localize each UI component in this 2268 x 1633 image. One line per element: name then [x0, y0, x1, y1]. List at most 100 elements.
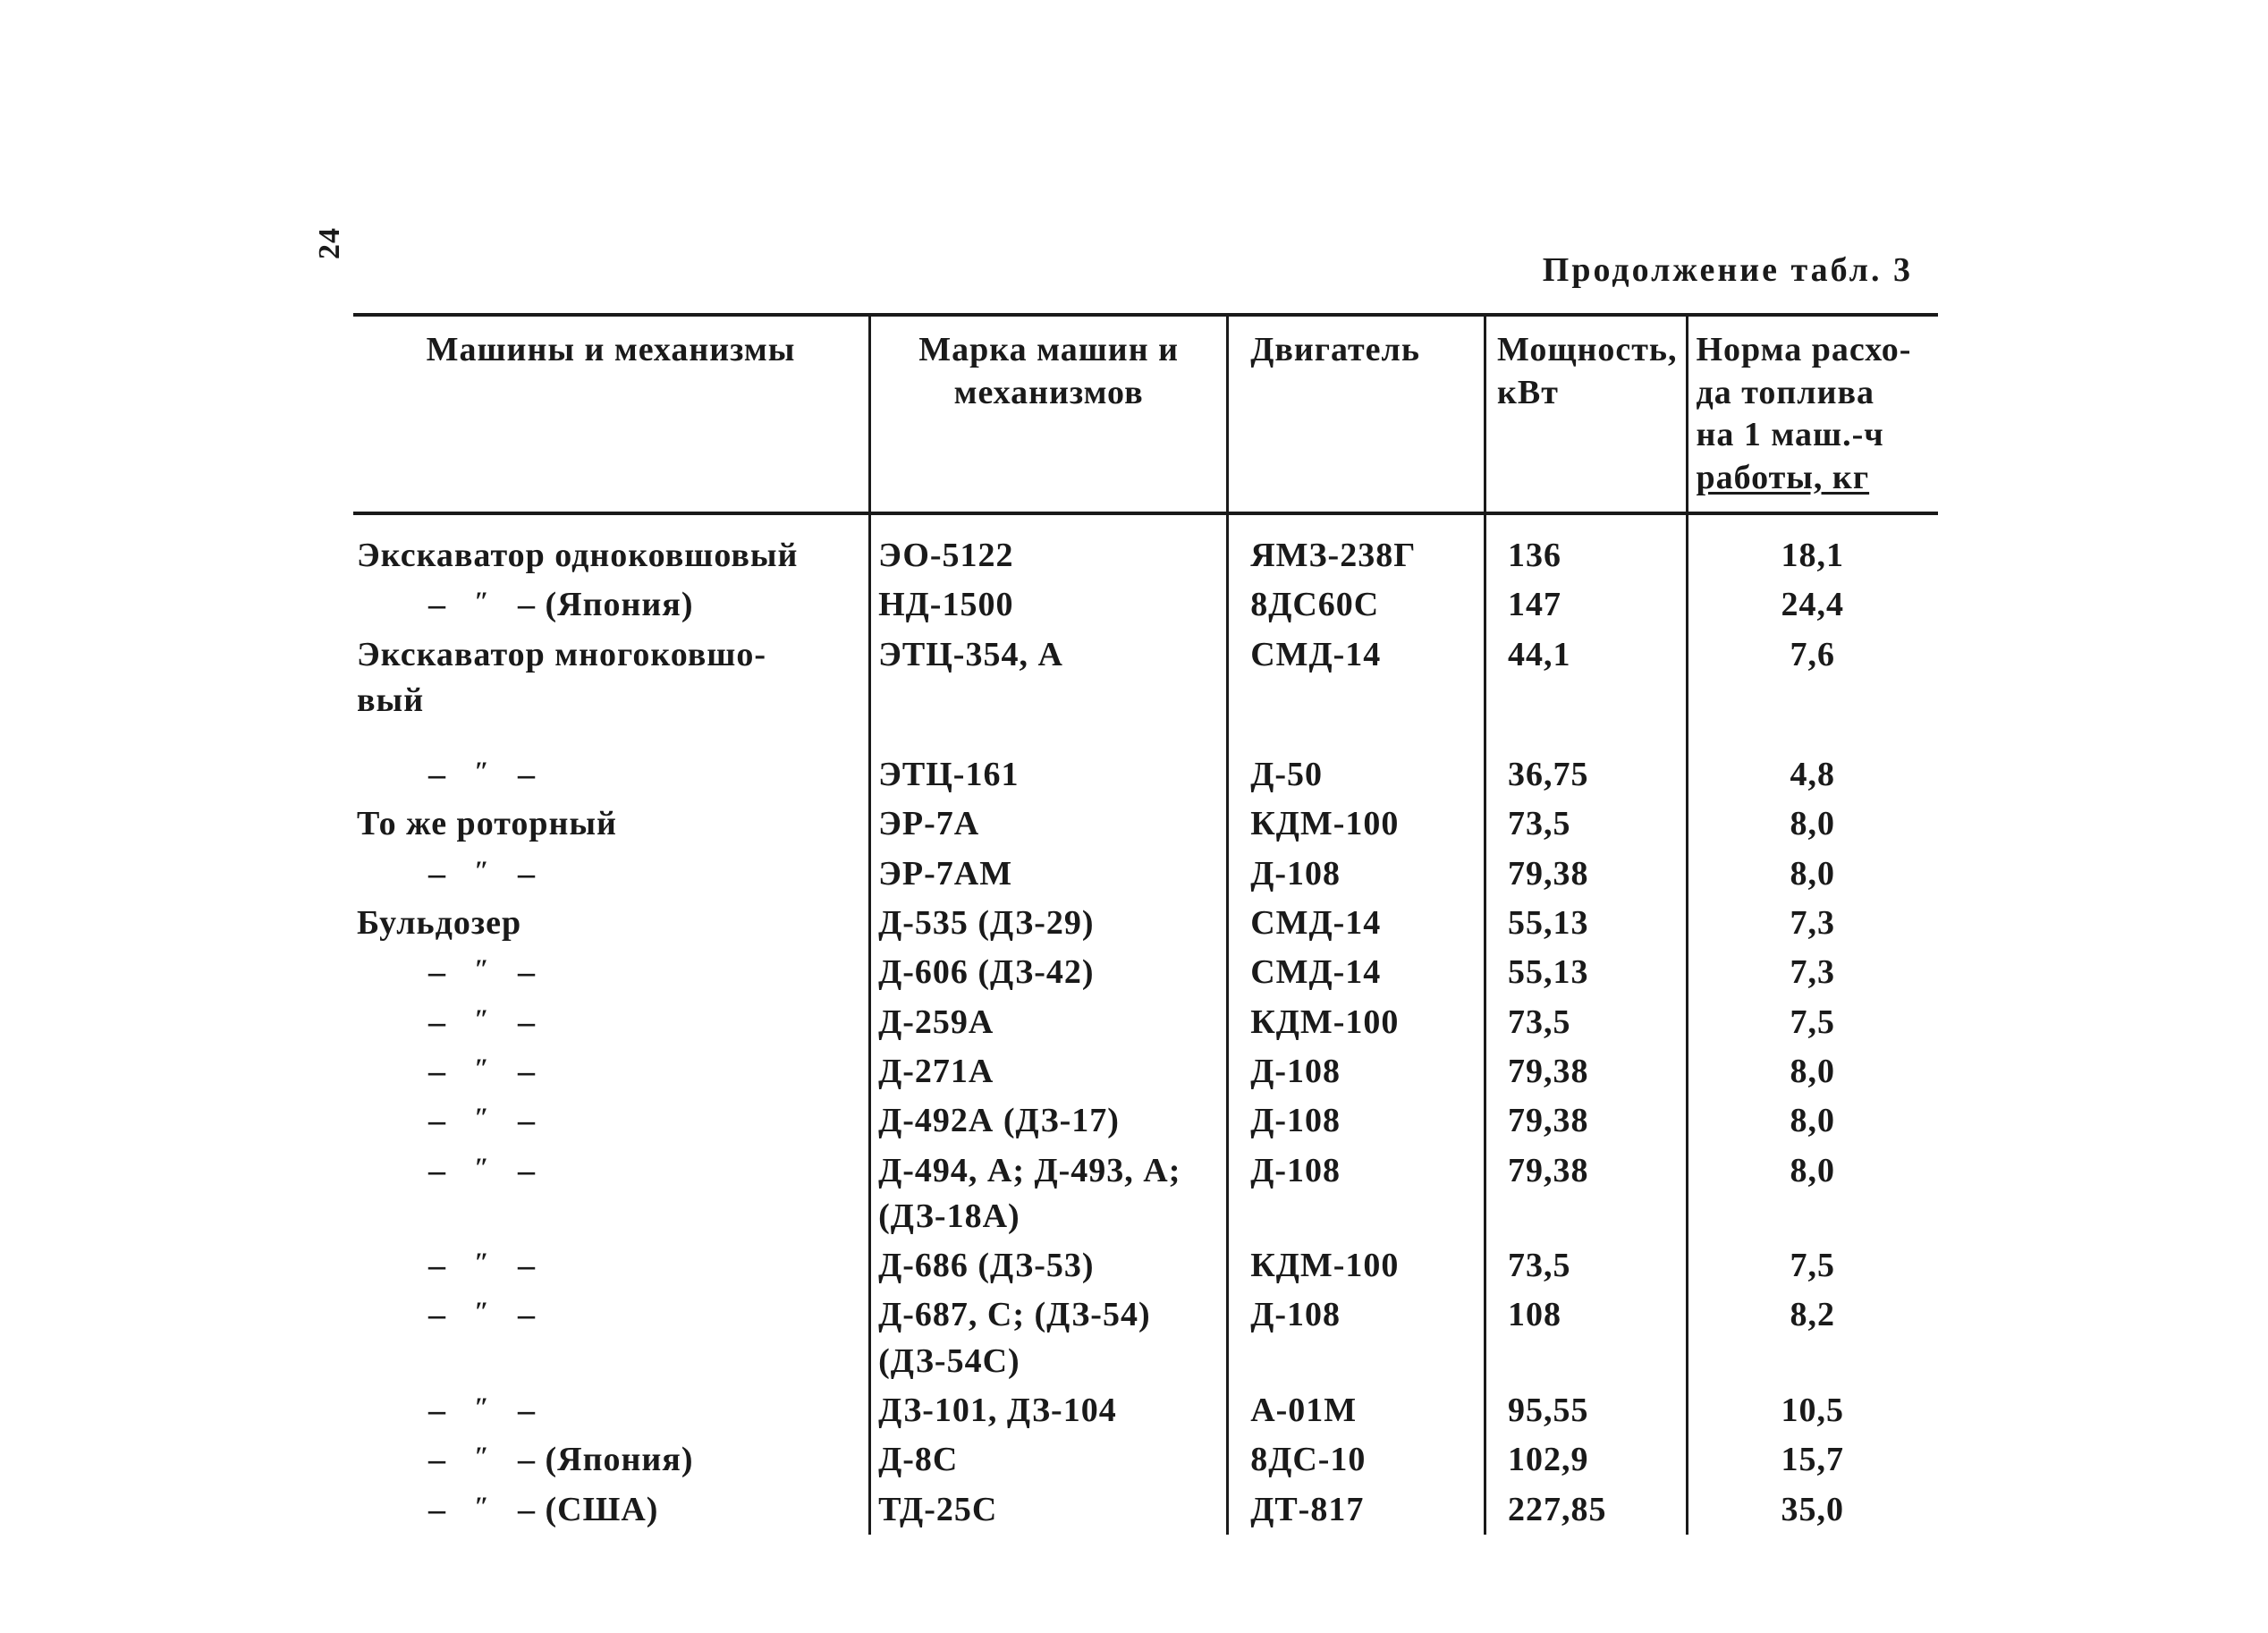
cell-power: 108: [1485, 1290, 1688, 1386]
cell-mark: Д-8С: [870, 1435, 1228, 1485]
cell-machine: ″ (Япония): [353, 1435, 870, 1485]
cell-norm: 8,0: [1688, 800, 1938, 849]
table-row: ″Д-494, А; Д-493, А; (ДЗ-18А)Д-10879,388…: [353, 1146, 1938, 1242]
cell-machine: ″: [353, 1386, 870, 1435]
cell-norm: 8,0: [1688, 850, 1938, 899]
cell-norm: 35,0: [1688, 1485, 1938, 1535]
cell-norm: 7,5: [1688, 998, 1938, 1047]
col-header-engine: Двигатель: [1228, 315, 1485, 513]
table-row: ″ (Япония)НД-15008ДС60С14724,4: [353, 580, 1938, 630]
ditto-mark: ″: [428, 1388, 536, 1434]
ditto-mark: ″: [428, 1000, 536, 1045]
cell-machine: Бульдозер: [353, 899, 870, 948]
cell-engine: КДМ-100: [1228, 998, 1485, 1047]
fuel-norms-table: Машины и механизмы Марка машин и механиз…: [353, 313, 1938, 1535]
cell-machine: ″: [353, 948, 870, 997]
col-header-power: Мощность, кВт: [1485, 315, 1688, 513]
cell-power: 73,5: [1485, 1241, 1688, 1290]
ditto-dot: ″: [474, 856, 490, 885]
cell-power: 227,85: [1485, 1485, 1688, 1535]
norm-l1: Норма расхо-: [1696, 331, 1911, 368]
cell-machine: ″: [353, 1290, 870, 1386]
table-row: Экскаватор многоковшо- выйЭТЦ-354, АСМД-…: [353, 630, 1938, 726]
col-header-machine: Машины и механизмы: [353, 315, 870, 513]
cell-machine: ″: [353, 998, 870, 1047]
cell-engine: А-01М: [1228, 1386, 1485, 1435]
ditto-mark: ″: [428, 851, 536, 897]
table-row: ″Д-492А (ДЗ-17)Д-10879,388,0: [353, 1096, 1938, 1146]
cell-engine: Д-50: [1228, 750, 1485, 800]
cell-machine: ″ (США): [353, 1485, 870, 1535]
cell-power: 79,38: [1485, 1096, 1688, 1146]
cell-machine: ″: [353, 750, 870, 800]
cell-machine: Экскаватор многоковшо- вый: [353, 630, 870, 726]
cell-machine: ″: [353, 1146, 870, 1242]
ditto-dot: ″: [474, 1248, 490, 1277]
cell-mark: Д-606 (ДЗ-42): [870, 948, 1228, 997]
ditto-mark: ″: [428, 1098, 536, 1144]
cell-mark: Д-259А: [870, 998, 1228, 1047]
col-header-norm: Норма расхо- да топлива на 1 маш.-ч рабо…: [1688, 315, 1938, 513]
cell-engine: Д-108: [1228, 1146, 1485, 1242]
cell-engine: СМД-14: [1228, 630, 1485, 726]
cell-norm: 8,0: [1688, 1096, 1938, 1146]
ditto-mark: ″: [428, 1487, 536, 1533]
table-wrapper: Машины и механизмы Марка машин и механиз…: [353, 313, 1938, 1535]
cell-mark: ЭТЦ-354, А: [870, 630, 1228, 726]
cell-norm: 7,3: [1688, 899, 1938, 948]
spacer-cell: [1485, 725, 1688, 750]
cell-engine: КДМ-100: [1228, 800, 1485, 849]
cell-mark: ЭР-7А: [870, 800, 1228, 849]
cell-engine: КДМ-100: [1228, 1241, 1485, 1290]
ditto-mark: ″: [428, 1437, 536, 1483]
cell-power: 36,75: [1485, 750, 1688, 800]
cell-norm: 7,6: [1688, 630, 1938, 726]
table-row: ″ (США)ТД-25СДТ-817227,8535,0: [353, 1485, 1938, 1535]
cell-mark: Д-686 (ДЗ-53): [870, 1241, 1228, 1290]
ditto-dot: ″: [474, 1392, 490, 1422]
table-row: ″ (Япония)Д-8С8ДС-10102,915,7: [353, 1435, 1938, 1485]
cell-power: 79,38: [1485, 1047, 1688, 1096]
spacer-cell: [353, 725, 870, 750]
cell-power: 55,13: [1485, 948, 1688, 997]
cell-power: 79,38: [1485, 1146, 1688, 1242]
table-row: ″Д-687, С; (ДЗ-54) (ДЗ-54С)Д-1081088,2: [353, 1290, 1938, 1386]
cell-engine: Д-108: [1228, 1047, 1485, 1096]
ditto-dot: ″: [474, 1103, 490, 1132]
cell-mark: ДЗ-101, ДЗ-104: [870, 1386, 1228, 1435]
table-row: ″ЭТЦ-161Д-5036,754,8: [353, 750, 1938, 800]
table-body: Экскаватор одноковшовыйЭО-5122ЯМЗ-238Г13…: [353, 513, 1938, 1535]
cell-power: 102,9: [1485, 1435, 1688, 1485]
ditto-dot: ″: [474, 954, 490, 984]
ditto-dot: ″: [474, 1053, 490, 1083]
ditto-dot: ″: [474, 1153, 490, 1182]
cell-norm: 15,7: [1688, 1435, 1938, 1485]
cell-power: 55,13: [1485, 899, 1688, 948]
ditto-dot: ″: [474, 1297, 490, 1326]
table-row: ″Д-271АД-10879,388,0: [353, 1047, 1938, 1096]
cell-engine: ЯМЗ-238Г: [1228, 513, 1485, 580]
cell-power: 95,55: [1485, 1386, 1688, 1435]
cell-mark: Д-271А: [870, 1047, 1228, 1096]
cell-mark: ЭР-7АМ: [870, 850, 1228, 899]
cell-norm: 8,0: [1688, 1146, 1938, 1242]
cell-mark: Д-535 (ДЗ-29): [870, 899, 1228, 948]
cell-mark: ЭТЦ-161: [870, 750, 1228, 800]
table-row: Экскаватор одноковшовыйЭО-5122ЯМЗ-238Г13…: [353, 513, 1938, 580]
cell-mark: НД-1500: [870, 580, 1228, 630]
cell-norm: 8,2: [1688, 1290, 1938, 1386]
cell-norm: 24,4: [1688, 580, 1938, 630]
norm-l2: да топлива: [1696, 374, 1874, 411]
cell-mark: ЭО-5122: [870, 513, 1228, 580]
table-row: То же роторныйЭР-7АКДМ-10073,58,0: [353, 800, 1938, 849]
spacer-cell: [1688, 725, 1938, 750]
cell-mark: Д-492А (ДЗ-17): [870, 1096, 1228, 1146]
ditto-dot: ″: [474, 587, 490, 616]
ditto-dot: ″: [474, 1442, 490, 1471]
ditto-dot: ″: [474, 1492, 490, 1521]
cell-engine: СМД-14: [1228, 948, 1485, 997]
machine-suffix: (Япония): [536, 586, 694, 623]
table-row: [353, 725, 1938, 750]
cell-norm: 4,8: [1688, 750, 1938, 800]
norm-l3: на 1 маш.-ч: [1696, 416, 1883, 453]
